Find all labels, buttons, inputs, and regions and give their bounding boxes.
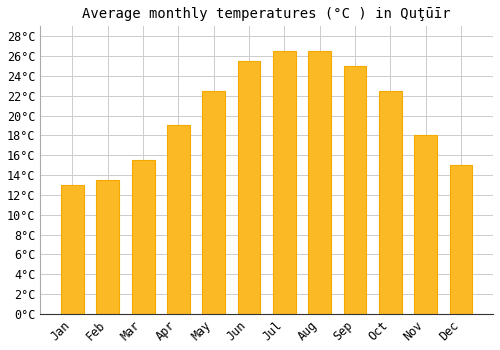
Bar (132, 160, 154, 314)
Title: Average monthly temperatures (°C ) in Quţūīr: Average monthly temperatures (°C ) in Qu… (82, 7, 451, 21)
Bar (414, 135, 437, 314)
Bar (202, 91, 225, 314)
Bar (308, 51, 331, 314)
Bar (96, 180, 119, 314)
Bar (450, 165, 472, 314)
Bar (344, 66, 366, 314)
Bar (61, 185, 84, 314)
Bar (273, 51, 296, 314)
Bar (238, 61, 260, 314)
Bar (167, 125, 190, 314)
Bar (379, 91, 402, 314)
